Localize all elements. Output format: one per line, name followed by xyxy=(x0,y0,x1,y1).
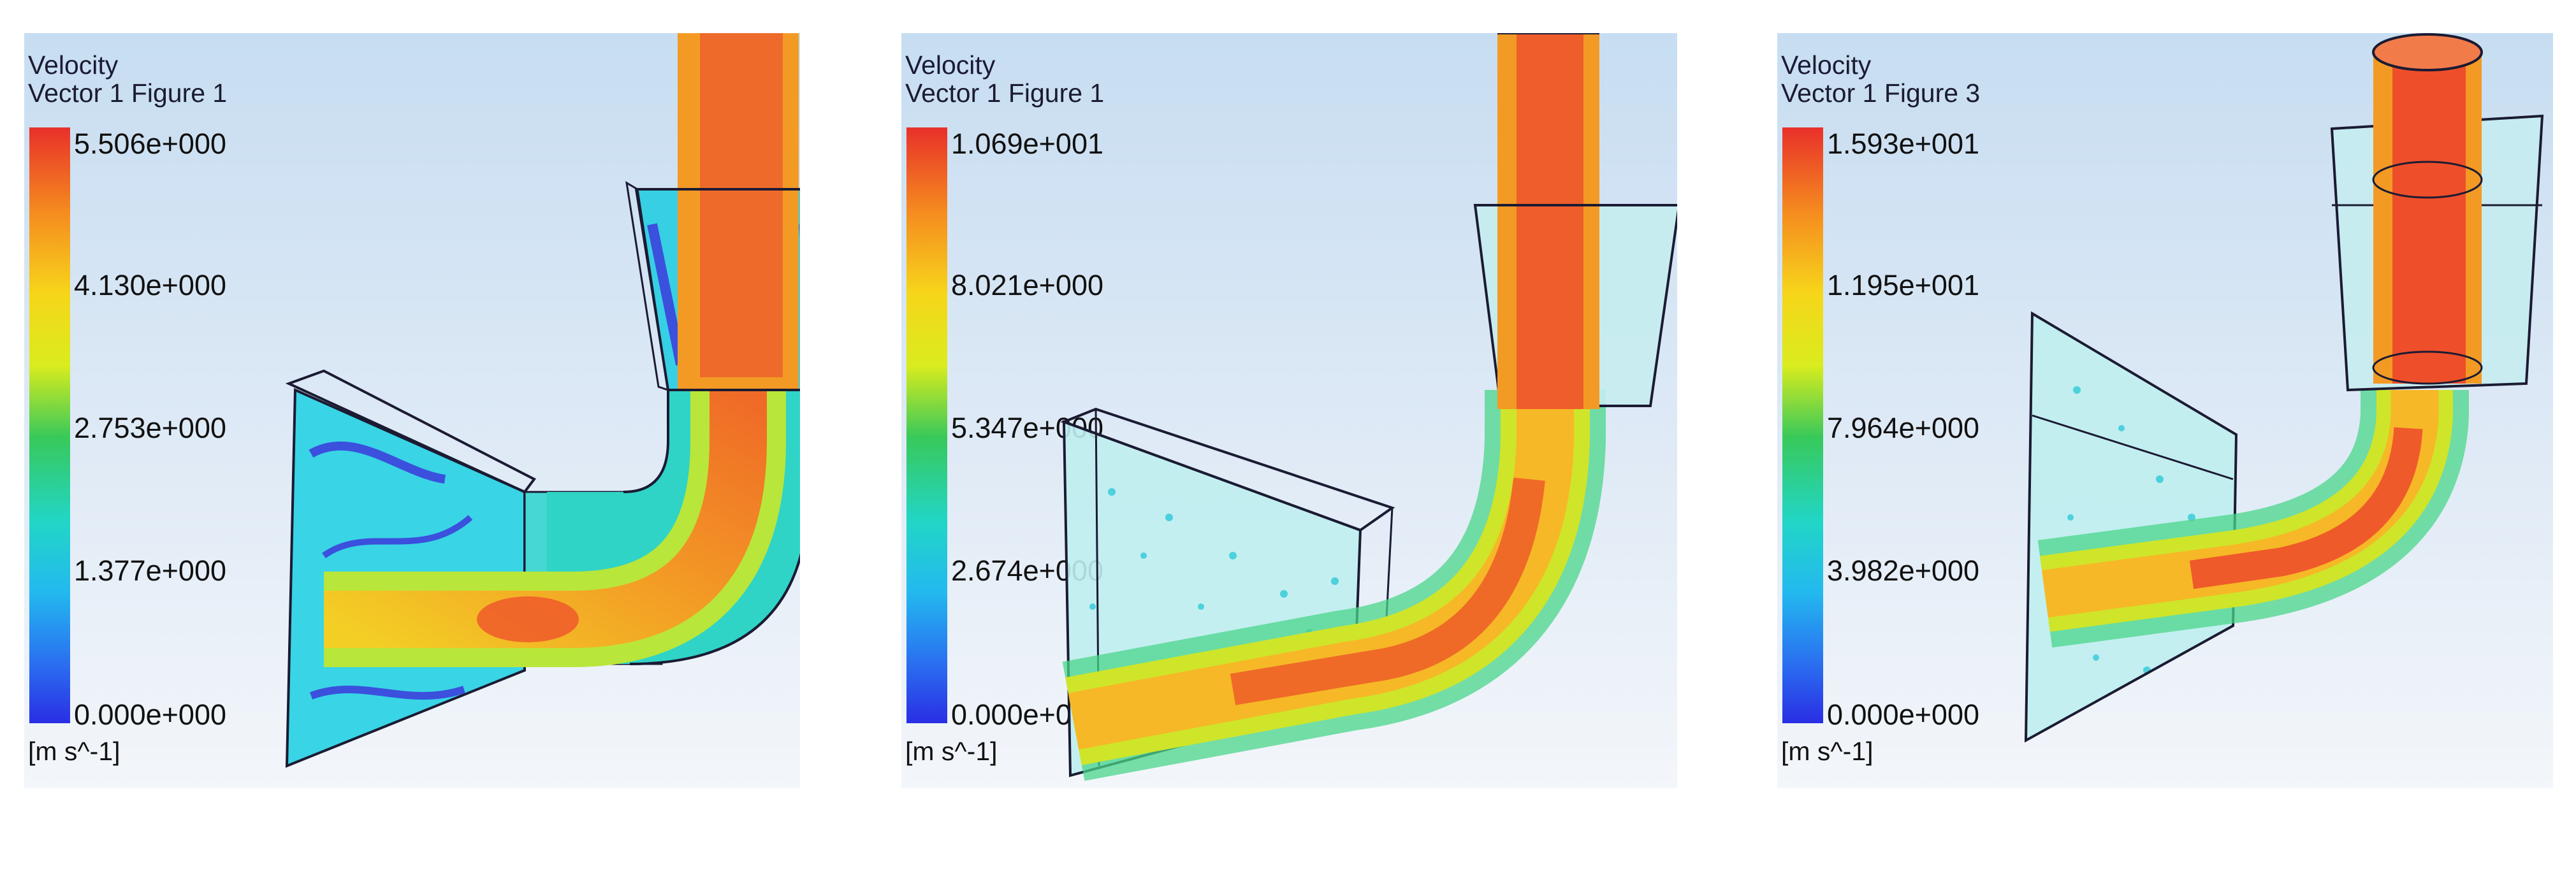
velocity-colorbar xyxy=(906,127,947,723)
legend-tick-max: 1.069e+001 xyxy=(951,127,1103,160)
legend-tick-2: 7.964e+000 xyxy=(1827,412,1979,444)
panel-subtitle: Vector 1 Figure 1 xyxy=(905,78,1105,108)
legend-tick-max: 5.506e+000 xyxy=(74,127,226,160)
legend-tick-3: 8.021e+000 xyxy=(951,269,1103,301)
panel-a: Velocity Vector 1 Figure 1 5.506e+000 4.… xyxy=(24,33,800,788)
panel-c: Velocity Vector 1 Figure 3 1.593e+001 1.… xyxy=(1777,33,2553,788)
legend-unit: [m s^-1] xyxy=(28,737,120,766)
legend-tick-3: 1.195e+001 xyxy=(1827,269,1979,301)
legend-tick-min: 0.000e+000 xyxy=(74,698,226,731)
panel-title: Velocity xyxy=(905,50,996,80)
velocity-colorbar xyxy=(29,127,70,723)
panel-b: Velocity Vector 1 Figure 1 1.069e+001 8.… xyxy=(901,33,1677,788)
panel-subtitle: Vector 1 Figure 3 xyxy=(1781,78,1981,108)
flow-geometry-b xyxy=(1060,33,1677,781)
legend-tick-1: 3.982e+000 xyxy=(1827,554,1979,587)
legend-unit: [m s^-1] xyxy=(905,737,998,766)
velocity-colorbar xyxy=(1782,127,1823,723)
legend-tick-3: 4.130e+000 xyxy=(74,269,226,301)
legend-unit: [m s^-1] xyxy=(1781,737,1874,766)
panel-title: Velocity xyxy=(28,50,119,80)
panel-title: Velocity xyxy=(1781,50,1872,80)
legend-tick-min: 0.000e+000 xyxy=(1827,698,1979,731)
legend-tick-max: 1.593e+001 xyxy=(1827,127,1979,160)
legend-tick-1: 1.377e+000 xyxy=(74,554,226,587)
legend-tick-2: 2.753e+000 xyxy=(74,412,226,444)
panel-subtitle: Vector 1 Figure 1 xyxy=(28,78,228,108)
flow-geometry-a xyxy=(285,33,800,768)
flow-geometry-c xyxy=(2024,33,2544,743)
